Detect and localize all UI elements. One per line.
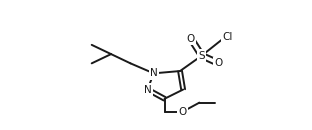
Text: O: O (187, 34, 195, 44)
Text: O: O (178, 107, 187, 117)
Text: O: O (215, 58, 223, 68)
Text: S: S (198, 51, 205, 61)
Text: N: N (150, 68, 158, 78)
Text: N: N (144, 84, 151, 95)
Text: Cl: Cl (222, 32, 232, 42)
